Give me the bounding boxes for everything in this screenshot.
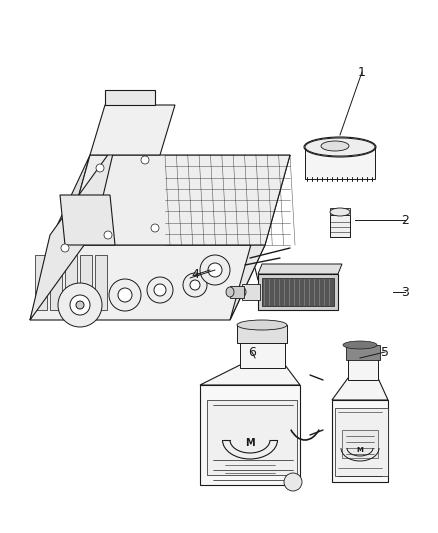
Bar bbox=[342, 430, 378, 458]
Ellipse shape bbox=[238, 287, 246, 297]
Ellipse shape bbox=[226, 287, 234, 297]
Polygon shape bbox=[30, 145, 115, 320]
Polygon shape bbox=[50, 255, 62, 310]
Ellipse shape bbox=[237, 320, 287, 330]
Ellipse shape bbox=[305, 138, 375, 156]
Bar bbox=[262, 278, 334, 306]
Ellipse shape bbox=[330, 208, 350, 216]
Polygon shape bbox=[230, 155, 290, 320]
Polygon shape bbox=[200, 365, 300, 385]
Circle shape bbox=[109, 279, 141, 311]
Circle shape bbox=[154, 284, 166, 296]
Polygon shape bbox=[330, 208, 350, 215]
Circle shape bbox=[104, 231, 112, 239]
Polygon shape bbox=[60, 195, 115, 245]
Circle shape bbox=[284, 473, 302, 491]
Circle shape bbox=[200, 255, 230, 285]
Circle shape bbox=[118, 288, 132, 302]
Circle shape bbox=[70, 295, 90, 315]
Text: 1: 1 bbox=[358, 66, 366, 78]
Bar bbox=[258, 274, 338, 310]
Circle shape bbox=[151, 224, 159, 232]
Bar bbox=[242, 284, 260, 300]
Bar bbox=[230, 286, 244, 298]
Circle shape bbox=[58, 283, 102, 327]
Polygon shape bbox=[30, 245, 265, 320]
Circle shape bbox=[190, 280, 200, 290]
Circle shape bbox=[208, 263, 222, 277]
Text: 4: 4 bbox=[191, 269, 199, 281]
Text: 3: 3 bbox=[401, 286, 409, 298]
Bar bbox=[207, 400, 297, 475]
Text: 2: 2 bbox=[401, 214, 409, 227]
Text: M: M bbox=[245, 438, 255, 448]
Circle shape bbox=[61, 244, 69, 252]
Text: 5: 5 bbox=[381, 345, 389, 359]
Polygon shape bbox=[65, 255, 77, 310]
Text: 6: 6 bbox=[248, 345, 256, 359]
Circle shape bbox=[147, 277, 173, 303]
Circle shape bbox=[141, 156, 149, 164]
Bar bbox=[335, 408, 388, 476]
Bar bbox=[330, 215, 350, 237]
Ellipse shape bbox=[343, 341, 377, 349]
Bar bbox=[348, 358, 378, 380]
Polygon shape bbox=[332, 378, 388, 400]
Bar bbox=[237, 325, 287, 343]
Polygon shape bbox=[65, 155, 290, 245]
Polygon shape bbox=[30, 155, 90, 320]
Bar bbox=[240, 340, 285, 368]
Bar bbox=[305, 147, 375, 179]
Bar bbox=[346, 345, 380, 360]
Polygon shape bbox=[332, 400, 388, 482]
Polygon shape bbox=[80, 255, 92, 310]
Circle shape bbox=[183, 273, 207, 297]
Polygon shape bbox=[35, 255, 47, 310]
Polygon shape bbox=[258, 264, 342, 274]
Text: M: M bbox=[357, 447, 364, 453]
Polygon shape bbox=[200, 385, 300, 485]
Circle shape bbox=[96, 164, 104, 172]
Polygon shape bbox=[90, 105, 175, 155]
Circle shape bbox=[76, 301, 84, 309]
Polygon shape bbox=[95, 255, 107, 310]
Polygon shape bbox=[105, 90, 155, 105]
Ellipse shape bbox=[321, 141, 349, 151]
